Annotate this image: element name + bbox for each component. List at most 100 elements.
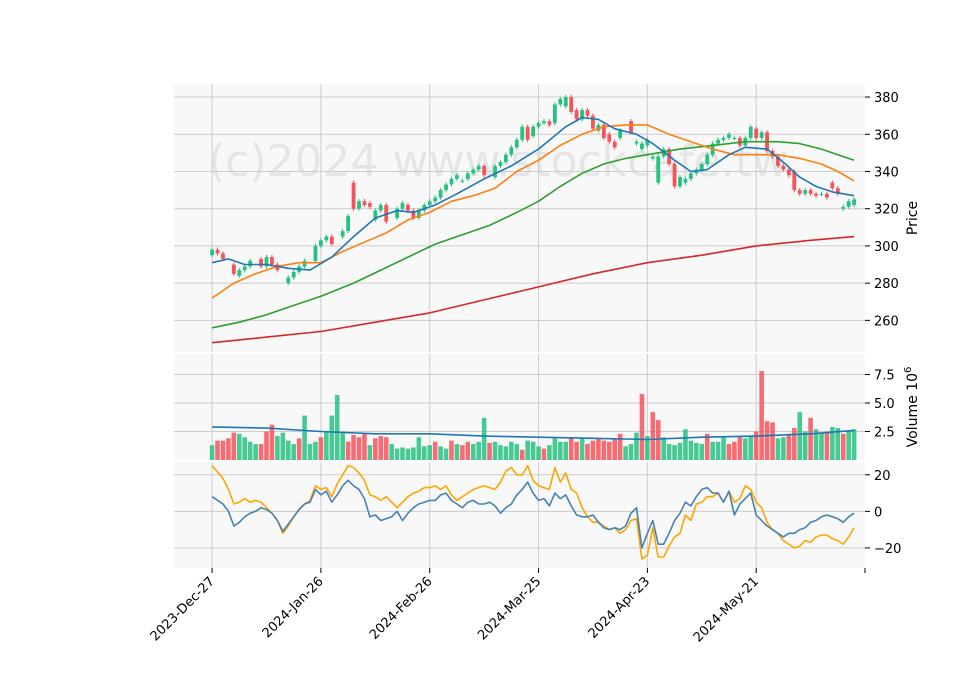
volume-axis-title-exp: 6: [903, 367, 914, 373]
volume-bar-84: [666, 444, 672, 460]
candle-body-59: [531, 126, 536, 137]
tick-label-y-osc-1: 0: [874, 505, 882, 520]
candle-body-95: [727, 134, 731, 138]
volume-bar-118: [851, 429, 857, 460]
volume-bar-79: [639, 393, 645, 460]
tick-label-x-4: 2024-Apr-23: [586, 574, 653, 641]
candle-body-54: [503, 154, 508, 163]
candle-body-90: [699, 164, 704, 170]
candle-body-72: [601, 124, 606, 138]
candle-body-61: [542, 121, 546, 124]
volume-bar-107: [791, 428, 797, 460]
candle-body-32: [384, 204, 389, 222]
volume-bar-82: [655, 420, 661, 460]
candle-body-60: [536, 123, 541, 127]
candle-body-0: [210, 249, 214, 256]
candle-body-21: [324, 236, 329, 241]
candle-body-81: [650, 156, 655, 159]
candle-body-4: [231, 264, 236, 274]
volume-bar-88: [688, 440, 694, 460]
candle-body-105: [781, 165, 786, 170]
candle-body-1: [215, 249, 220, 254]
ma-slow-line: [211, 140, 855, 329]
volume-bar-113: [824, 431, 830, 460]
volume-bar-94: [721, 436, 726, 460]
volume-bar-56: [514, 444, 520, 460]
tick-label-x-5: 2024-May-21: [691, 574, 762, 645]
volume-bar-0: [209, 445, 215, 460]
candle-body-73: [607, 134, 612, 142]
candle-body-114: [830, 182, 835, 189]
volume-bar-6: [242, 437, 248, 460]
candle-body-26: [351, 182, 356, 209]
volume-bar-19: [313, 441, 318, 460]
price-layer: [210, 94, 857, 344]
volume-bar-25: [345, 441, 351, 460]
volume-bar-100: [753, 431, 759, 460]
volume-bar-16: [296, 438, 302, 460]
volume-bar-99: [748, 436, 754, 460]
volume-bar-22: [329, 415, 335, 460]
volume-bar-104: [775, 438, 781, 460]
volume-bar-4: [231, 432, 237, 460]
volume-bar-15: [291, 444, 296, 460]
candle-body-9: [259, 258, 263, 267]
volume-bar-3: [226, 438, 231, 460]
tick-label-x-3: 2024-Mar-25: [475, 574, 544, 643]
volume-bar-74: [612, 438, 618, 460]
candle-body-19: [313, 245, 318, 261]
volume-bar-108: [797, 412, 802, 460]
candle-body-20: [319, 240, 323, 246]
candle-body-37: [411, 210, 416, 218]
volume-bar-36: [405, 448, 411, 460]
candle-body-94: [721, 137, 726, 140]
candle-body-99: [748, 126, 753, 138]
oscillator-line-b: [211, 464, 855, 560]
candle-body-116: [841, 206, 846, 209]
volume-bar-32: [383, 437, 389, 460]
volume-bar-81: [650, 412, 656, 460]
candle-body-107: [792, 171, 797, 191]
volume-bar-23: [334, 395, 340, 460]
candle-body-62: [547, 121, 552, 125]
candle-body-22: [329, 236, 334, 245]
volume-bar-64: [558, 441, 563, 460]
volume-bar-73: [606, 441, 612, 460]
tick-label-y-price-3: 320: [874, 203, 899, 218]
candle-body-108: [797, 190, 802, 194]
volume-bar-112: [819, 432, 824, 460]
watermark-text: (c)2024 www.stockcafe.tw: [208, 136, 788, 187]
volume-bar-53: [498, 445, 503, 460]
volume-layer: [209, 371, 857, 460]
candle-body-112: [819, 193, 824, 195]
volume-bar-24: [340, 431, 345, 460]
volume-bar-111: [813, 429, 819, 460]
candle-body-30: [373, 210, 378, 220]
volume-bar-13: [280, 432, 286, 460]
watermark-layer: (c)2024 www.stockcafe.tw: [208, 136, 788, 187]
candle-body-75: [618, 130, 623, 138]
volume-bar-70: [590, 440, 596, 460]
candle-body-48: [471, 169, 476, 174]
volume-bar-55: [509, 441, 514, 460]
volume-bar-17: [302, 415, 307, 460]
volume-bar-48: [470, 444, 476, 460]
tick-label-x-2: 2024-Feb-26: [367, 574, 436, 643]
volume-bar-110: [808, 417, 813, 460]
candle-body-45: [455, 175, 459, 179]
tick-label-y-volume-0: 2.5: [874, 426, 895, 441]
volume-bar-26: [351, 434, 356, 460]
candle-body-42: [438, 190, 443, 198]
volume-bar-97: [737, 437, 743, 460]
volume-bar-43: [443, 448, 449, 460]
volume-bar-1: [215, 440, 220, 460]
volume-bar-49: [476, 441, 481, 460]
candle-body-85: [672, 164, 677, 187]
volume-bar-90: [699, 444, 705, 460]
volume-bar-114: [830, 426, 835, 460]
volume-bar-106: [786, 433, 792, 460]
volume-bar-58: [525, 440, 530, 460]
candle-body-111: [814, 193, 818, 196]
oscillator-line-a: [211, 479, 855, 549]
